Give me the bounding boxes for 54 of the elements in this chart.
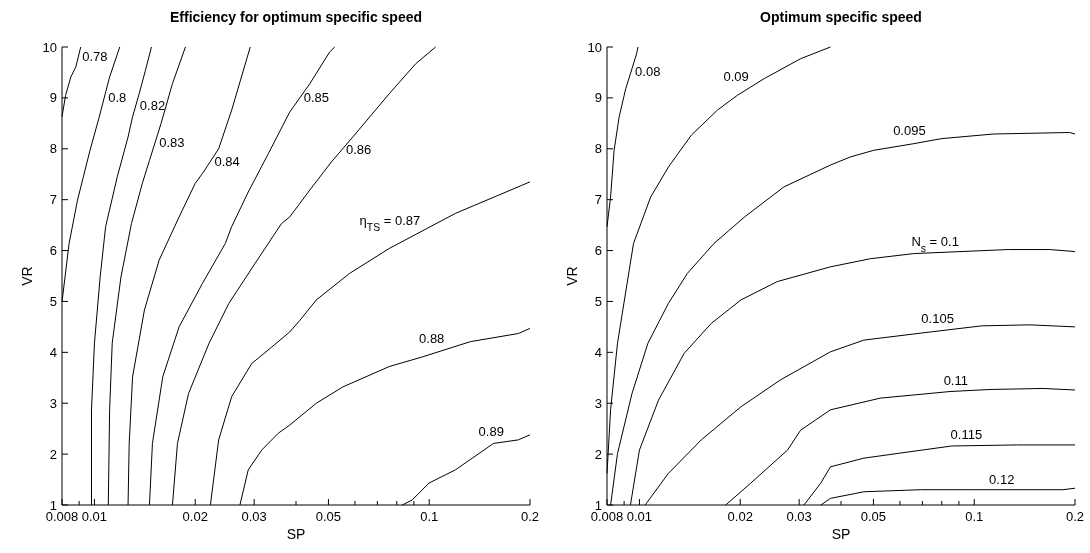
x-tick-label: 0.1	[965, 509, 984, 524]
series-label: N$_{s}$ = 0.1	[911, 233, 959, 254]
series-label: 0.115	[950, 427, 983, 443]
series-label: 0.89	[478, 423, 504, 439]
y-axis-title: VR	[564, 266, 580, 286]
series-label: 0.11	[943, 372, 968, 388]
series-label: 0.095	[893, 123, 926, 139]
series-label: 0.78	[82, 49, 108, 65]
x-tick-label: 0.03	[786, 509, 812, 524]
chart-title: Optimum specific speed	[760, 9, 922, 25]
x-tick-label: 0.2	[520, 509, 540, 524]
x-axis-title: SP	[831, 526, 851, 542]
y-tick-label: 4	[49, 344, 57, 360]
y-tick-label: 10	[42, 39, 57, 55]
x-tick-label: 0.03	[241, 509, 267, 524]
y-tick-label: 8	[594, 141, 602, 157]
series-label: 0.83	[159, 134, 185, 150]
x-tick-label: 0.01	[626, 509, 653, 524]
x-tick-label: 0.2	[1065, 509, 1085, 524]
chart-title: Efficiency for optimum specific speed	[169, 9, 423, 25]
series-label: 0.12	[989, 471, 1015, 487]
series-label: 0.85	[303, 90, 330, 106]
x-tick-label: 0.1	[420, 509, 439, 524]
series-label: 0.09	[723, 68, 749, 84]
y-tick-label: 8	[49, 141, 57, 157]
series-label: 0.08	[635, 63, 661, 79]
y-tick-label: 6	[594, 243, 602, 259]
y-tick-label: 4	[594, 344, 602, 360]
y-tick-label: 7	[49, 192, 57, 208]
y-axis-title: VR	[19, 266, 35, 286]
y-tick-label: 10	[587, 39, 602, 55]
series-label: 0.84	[214, 153, 240, 169]
series-label: 0.105	[921, 310, 954, 326]
y-tick-label: 3	[594, 395, 602, 411]
x-tick-label: 0.02	[182, 509, 208, 524]
y-tick-label: 5	[594, 293, 602, 309]
series-label: 0.86	[346, 142, 372, 158]
x-tick-label: 0.05	[860, 509, 887, 524]
y-tick-label: 9	[49, 90, 57, 106]
y-tick-label: 3	[49, 395, 57, 411]
y-tick-label: 9	[594, 90, 602, 106]
y-tick-label: 7	[594, 192, 602, 208]
series-label: η$_{TS}$ = 0.87	[359, 212, 421, 233]
x-tick-label: 0.02	[727, 509, 753, 524]
series-label: 0.82	[139, 97, 166, 113]
y-tick-label: 5	[49, 293, 57, 309]
series-label: 0.8	[108, 90, 127, 106]
y-tick-label: 2	[49, 446, 57, 462]
x-axis-title: SP	[286, 526, 306, 542]
y-tick-label: 6	[49, 243, 57, 259]
x-tick-label: 0.01	[81, 509, 108, 524]
x-tick-label: 0.05	[315, 509, 342, 524]
y-tick-label: 2	[594, 446, 602, 462]
series-label: 0.88	[419, 331, 445, 347]
